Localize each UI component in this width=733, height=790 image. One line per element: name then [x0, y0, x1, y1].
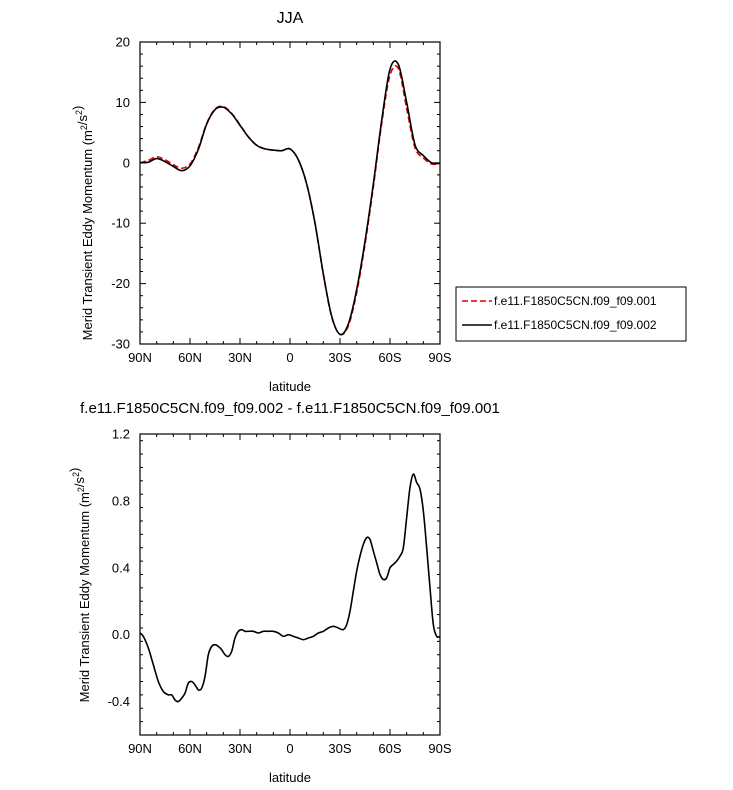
- bottom-x-tick-label: 90N: [128, 741, 152, 756]
- bottom-x-tick-label: 30S: [328, 741, 351, 756]
- bottom-y-tick-label: 1.2: [112, 427, 130, 442]
- bottom-y-tick-label: -0.4: [108, 694, 130, 709]
- top-series-line-1: [139, 65, 441, 336]
- bottom-y-axis-label: Merid Transient Eddy Momentum (m2/s2): [67, 468, 92, 703]
- bottom-y-tick-label: 0.4: [112, 560, 130, 575]
- top-x-tick-label: 30S: [328, 350, 351, 365]
- bottom-x-axis-label: latitude: [269, 770, 311, 785]
- bottom-x-tick-label: 30N: [228, 741, 252, 756]
- top-x-tick-label: 90N: [128, 350, 152, 365]
- bottom-plot-area: 90N 60N 30N 0 30S 60S 90S -0.4 0.0 0.4 0.8 1.2: [108, 427, 452, 757]
- top-x-tick-label: 90S: [428, 350, 451, 365]
- panel-bottom-chart: f.e11.F1850C5CN.f09_f09.002 - f.e11.F185…: [67, 400, 500, 785]
- top-y-tick-label: 0: [123, 155, 130, 170]
- top-x-axis-label: latitude: [269, 379, 311, 394]
- top-y-tick-label: -20: [111, 276, 130, 291]
- top-x-tick-label: 30N: [228, 350, 252, 365]
- top-y-tick-label: -30: [111, 337, 130, 352]
- bottom-x-tick-label: 90S: [428, 741, 451, 756]
- legend-label-2: f.e11.F1850C5CN.f09_f09.002: [494, 318, 657, 332]
- bottom-series-line-1: [139, 473, 441, 703]
- top-x-tick-label: 60N: [178, 350, 202, 365]
- bottom-x-tick-label: 60S: [378, 741, 401, 756]
- legend-label-1: f.e11.F1850C5CN.f09_f09.001: [494, 294, 657, 308]
- top-legend: f.e11.F1850C5CN.f09_f09.001 f.e11.F1850C5…: [455, 286, 687, 342]
- bottom-frame: [139, 433, 441, 736]
- top-series-line-2: [139, 60, 441, 336]
- bottom-y-tick-label: 0.8: [112, 493, 130, 508]
- bottom-x-tick-label: 60N: [178, 741, 202, 756]
- top-x-tick-label: 60S: [378, 350, 401, 365]
- top-y-tick-label: 10: [116, 95, 130, 110]
- bottom-y-tick-label: 0.0: [112, 627, 130, 642]
- top-y-axis-label: Merid Transient Eddy Momentum (m2/s2): [70, 106, 95, 341]
- legend-box: [455, 286, 687, 342]
- top-plot-area: 90N 60N 30N 0 30S 60S 90S -30 -20 -10 0 10 20: [111, 35, 452, 366]
- top-chart-title: JJA: [277, 10, 304, 27]
- bottom-chart-title: f.e11.F1850C5CN.f09_f09.002 - f.e11.F185…: [80, 400, 500, 417]
- panel-top-chart: JJA 90N 60N 30N 0 30S 60S 90S -30 -20 -10 0 10 20 la…: [70, 10, 687, 394]
- top-y-tick-label: 20: [116, 35, 130, 50]
- top-y-tick-label: -10: [111, 216, 130, 231]
- top-frame: [139, 41, 441, 345]
- top-x-tick-label: 0: [286, 350, 293, 365]
- bottom-x-tick-label: 0: [286, 741, 293, 756]
